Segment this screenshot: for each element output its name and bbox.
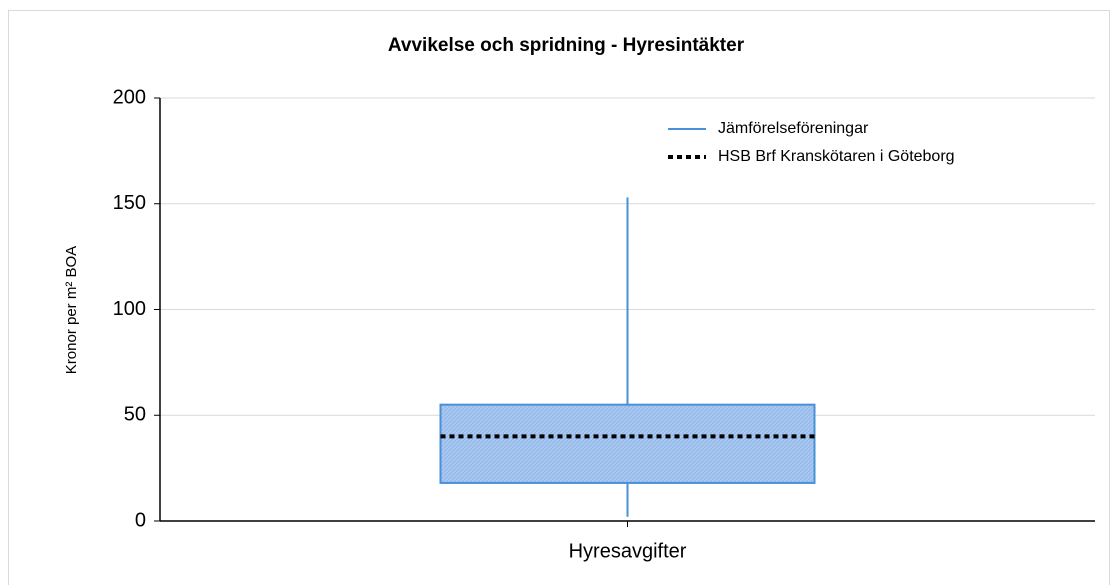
y-tick-label: 100 [113,298,146,320]
legend-label: HSB Brf Kranskötaren i Göteborg [718,148,955,165]
y-tick-label: 200 [113,86,146,108]
frame [8,10,1110,585]
y-tick-label: 150 [113,192,146,214]
y-tick-label: 0 [135,509,146,531]
y-tick-label: 50 [124,404,146,426]
x-tick-label: Hyresavgifter [569,540,687,562]
legend-label: Jämförelseföreningar [718,120,869,137]
y-axis-label: Kronor per m² BOA [63,246,80,374]
box [439,403,816,484]
chart-title: Avvikelse och spridning - Hyresintäkter [388,35,745,56]
